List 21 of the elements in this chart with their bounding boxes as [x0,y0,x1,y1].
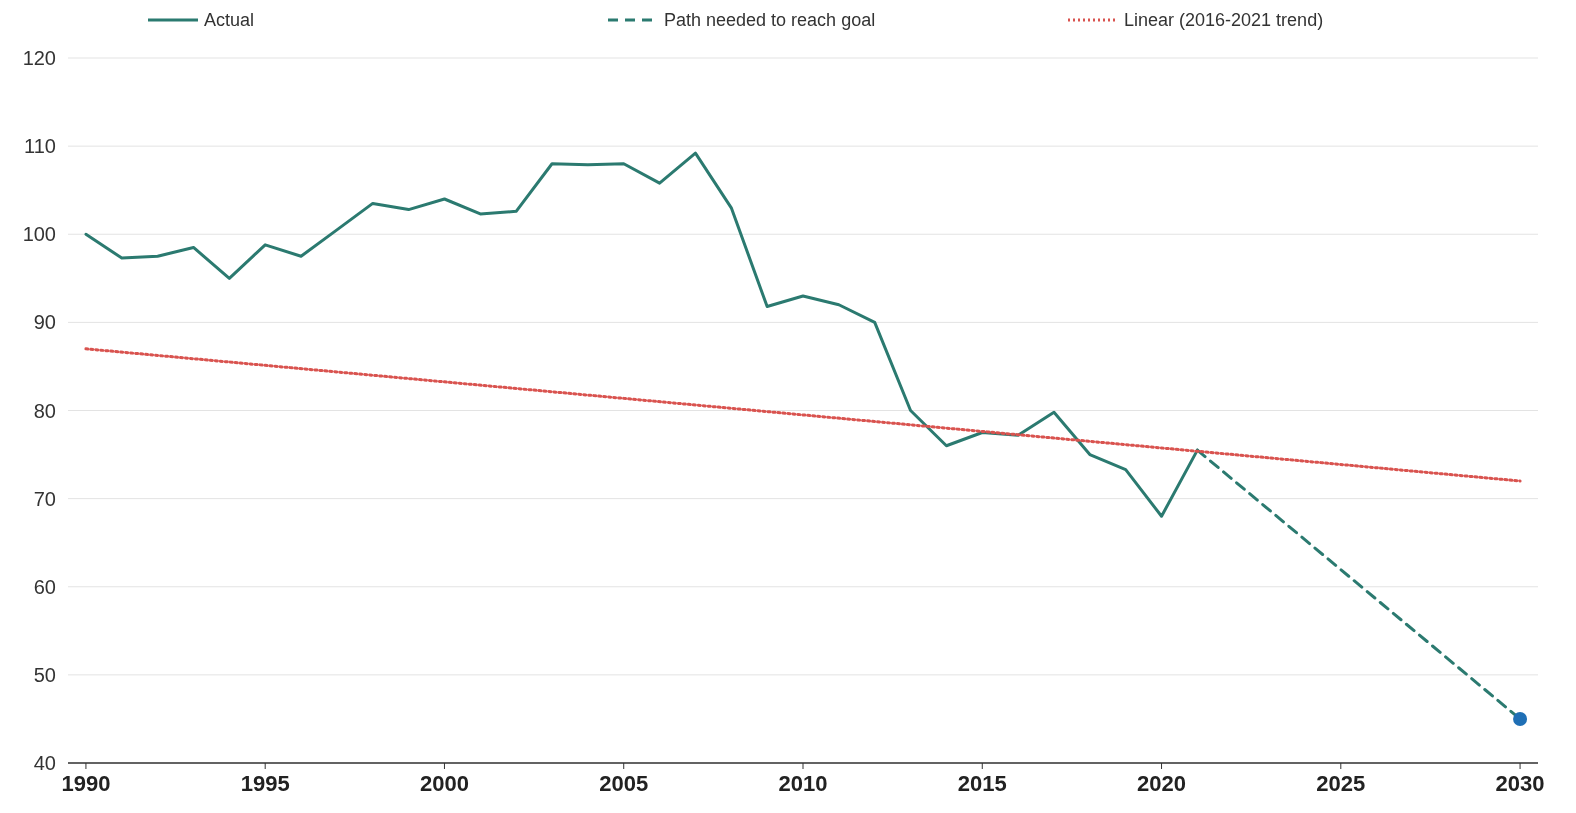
legend-label: Path needed to reach goal [664,10,876,30]
x-tick-label: 1995 [240,771,290,796]
x-tick-label: 2000 [419,771,469,796]
y-tick-label: 70 [33,487,56,510]
x-tick-label: 2010 [778,771,828,796]
x-tick-label: 2025 [1316,771,1366,796]
x-tick-label: 1990 [61,771,111,796]
x-tick-label: 2015 [957,771,1007,796]
y-tick-label: 50 [33,663,56,686]
y-tick-label: 100 [22,223,56,246]
legend-label: Linear (2016-2021 trend) [1124,10,1324,30]
y-tick-label: 110 [24,135,56,158]
y-tick-label: 60 [33,575,56,598]
y-tick-label: 120 [22,47,56,69]
x-tick-label: 2030 [1495,771,1545,796]
x-tick-label: 2005 [599,771,649,796]
legend-label: Actual [204,10,255,30]
y-tick-label: 40 [33,752,56,774]
y-tick-label: 90 [33,311,56,334]
x-tick-label: 2020 [1137,771,1187,796]
y-tick-label: 80 [33,399,56,422]
